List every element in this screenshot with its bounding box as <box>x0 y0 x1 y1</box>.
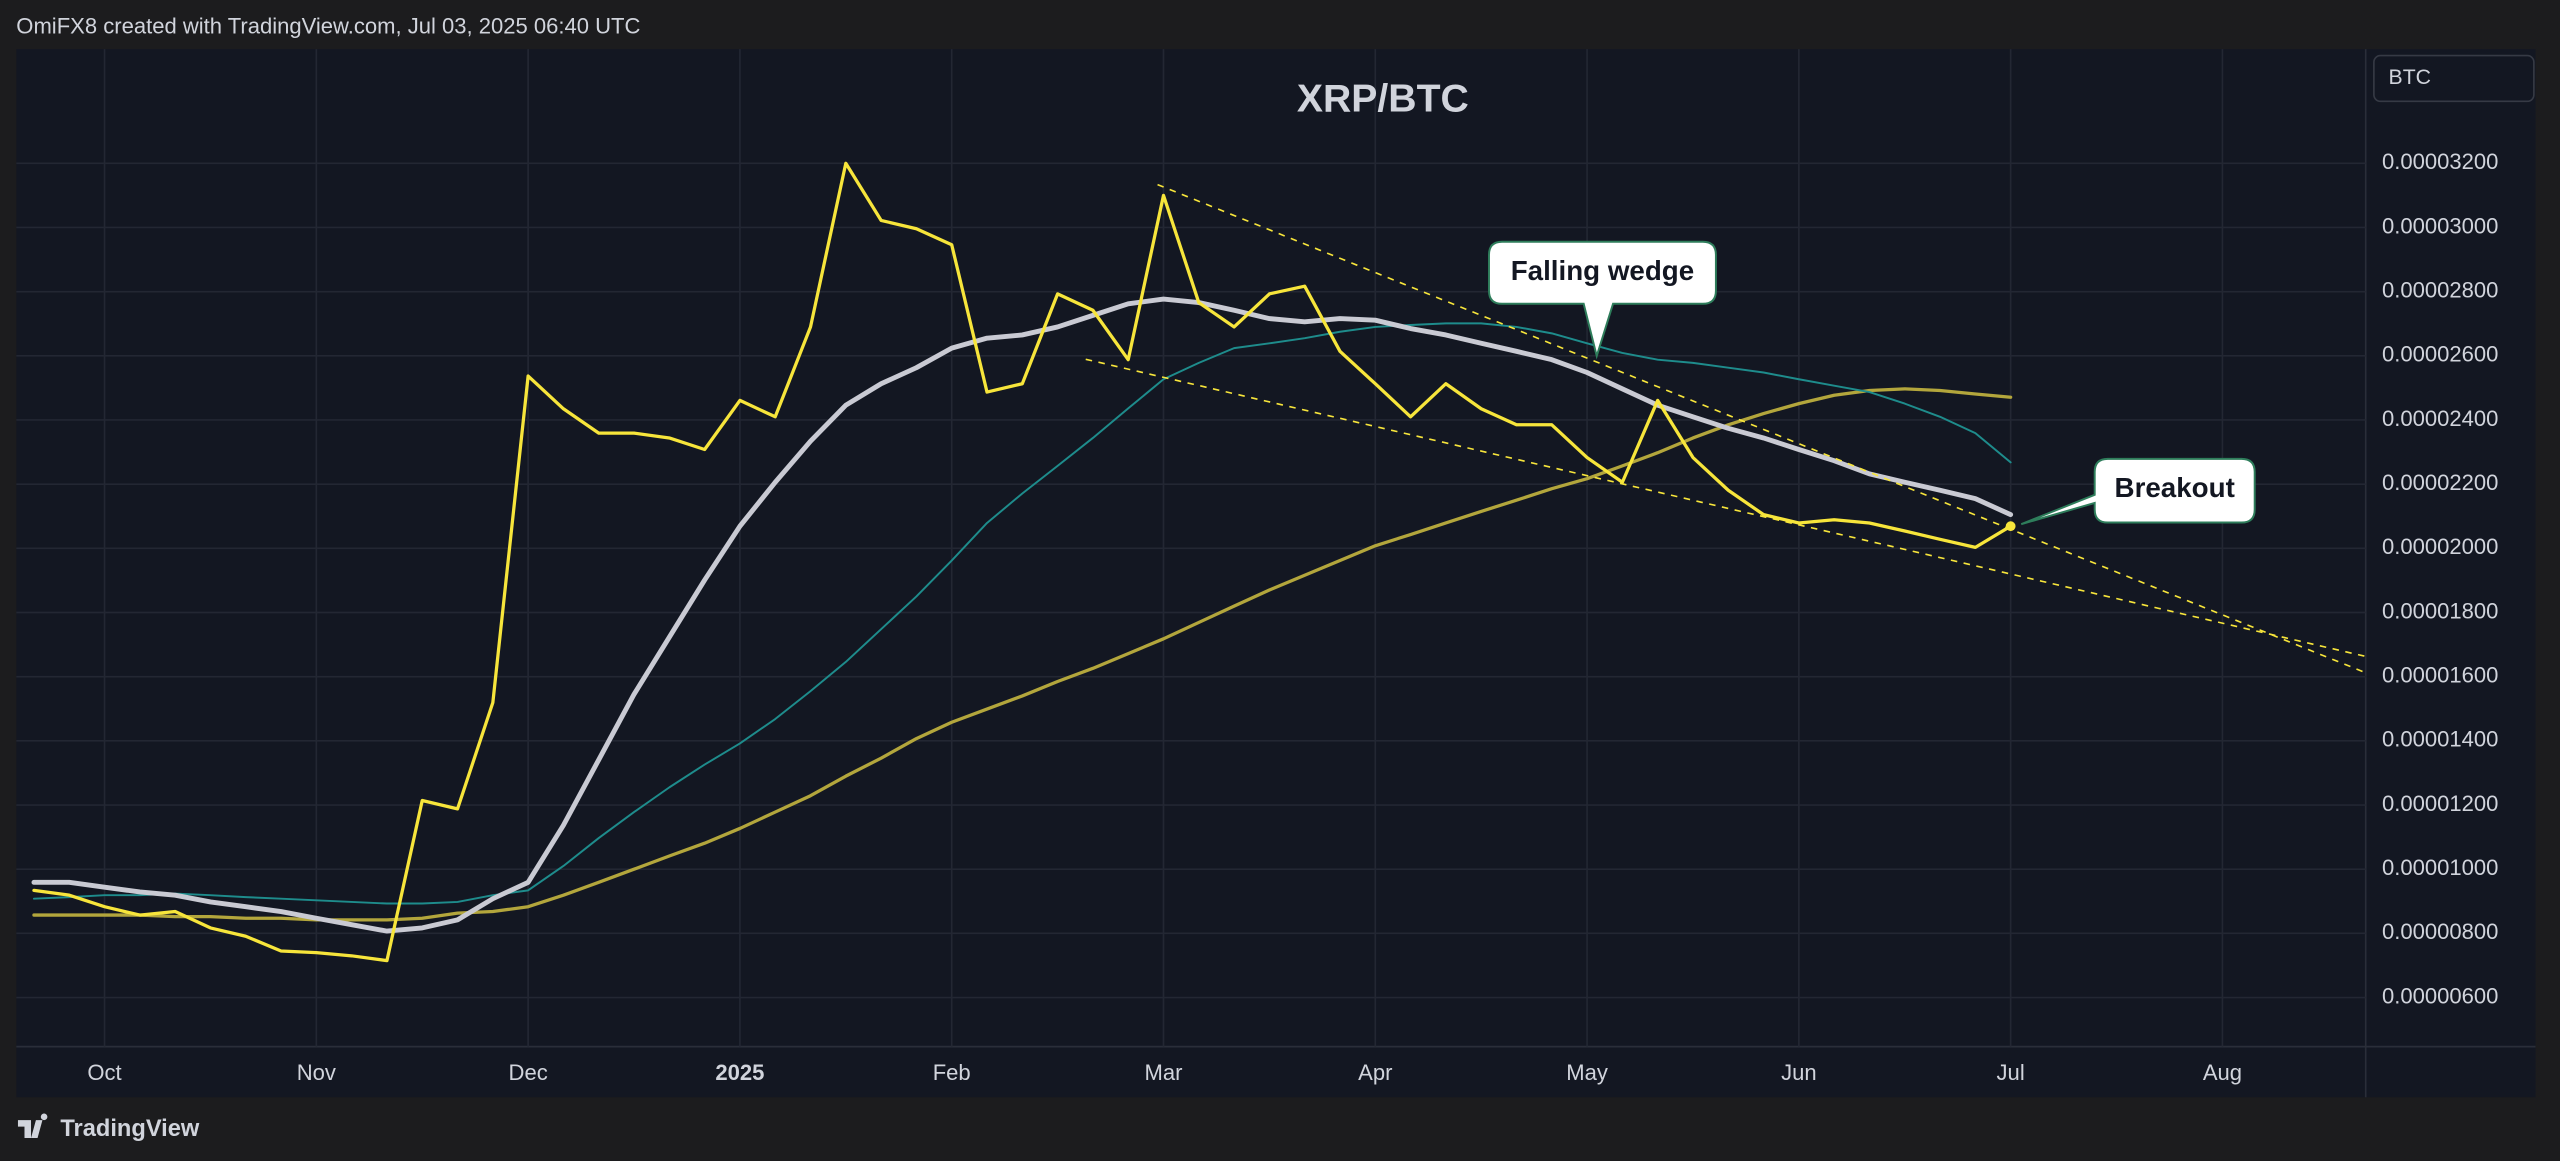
annotation-callout <box>1488 240 1717 360</box>
currency-label[interactable]: BTC <box>2389 66 2431 89</box>
x-tick-label: May <box>1566 1060 1608 1085</box>
y-tick-label: 0.00001000 <box>2382 855 2498 880</box>
x-tick-label: Nov <box>297 1060 336 1085</box>
series-line <box>31 296 2014 934</box>
y-tick-label: 0.00002600 <box>2382 342 2498 367</box>
x-tick-label: Dec <box>509 1060 548 1085</box>
y-tick-label: 0.00002400 <box>2382 406 2498 431</box>
x-tick-label: 2025 <box>715 1060 764 1085</box>
x-tick-label: Jun <box>1781 1060 1817 1085</box>
annotation-callout <box>2020 457 2256 526</box>
grid <box>16 49 2366 1047</box>
y-tick-label: 0.00000600 <box>2382 983 2498 1008</box>
y-tick-label: 0.00003000 <box>2382 213 2498 238</box>
trend-line <box>1085 358 2366 658</box>
y-tick-label: 0.00001200 <box>2382 791 2498 816</box>
x-tick-label: Aug <box>2203 1060 2242 1085</box>
y-tick-label: 0.00000800 <box>2382 919 2498 944</box>
chart-title: XRP/BTC <box>1297 78 1469 121</box>
footer-text: TradingView <box>60 1116 200 1142</box>
series-line <box>32 322 2012 905</box>
currency-box[interactable] <box>2373 54 2535 103</box>
trend-line <box>1157 183 2367 674</box>
y-tick-label: 0.00003200 <box>2382 149 2498 174</box>
y-tick-label: 0.00001400 <box>2382 727 2498 752</box>
y-axis-area <box>2365 49 2536 1047</box>
x-tick-label: Oct <box>87 1060 121 1085</box>
x-axis-area <box>16 1046 2536 1098</box>
y-tick-label: 0.00001600 <box>2382 663 2498 688</box>
annotation-text: Breakout <box>2115 472 2235 503</box>
y-tick-label: 0.00002000 <box>2382 534 2498 559</box>
logo-icon <box>17 1113 48 1139</box>
x-tick-label: Jul <box>1997 1060 2025 1085</box>
y-tick-label: 0.00002200 <box>2382 470 2498 495</box>
annotation: Falling wedge <box>1488 240 1717 360</box>
y-tick-label: 0.00002800 <box>2382 277 2498 302</box>
y-tick-label: 0.00001800 <box>2382 598 2498 623</box>
footer-logo: TradingView <box>17 1113 200 1142</box>
annotation-text: Falling wedge <box>1511 255 1694 286</box>
x-tick-label: Feb <box>933 1060 971 1085</box>
series-layer <box>31 161 2016 963</box>
x-tick-label: Mar <box>1145 1060 1183 1085</box>
series-line <box>32 387 2013 922</box>
x-tick-label: Apr <box>1358 1060 1392 1085</box>
annotation: Breakout <box>2020 457 2256 526</box>
header-text: OmiFX8 created with TradingView.com, Jul… <box>16 14 640 39</box>
series-line <box>32 161 2013 963</box>
